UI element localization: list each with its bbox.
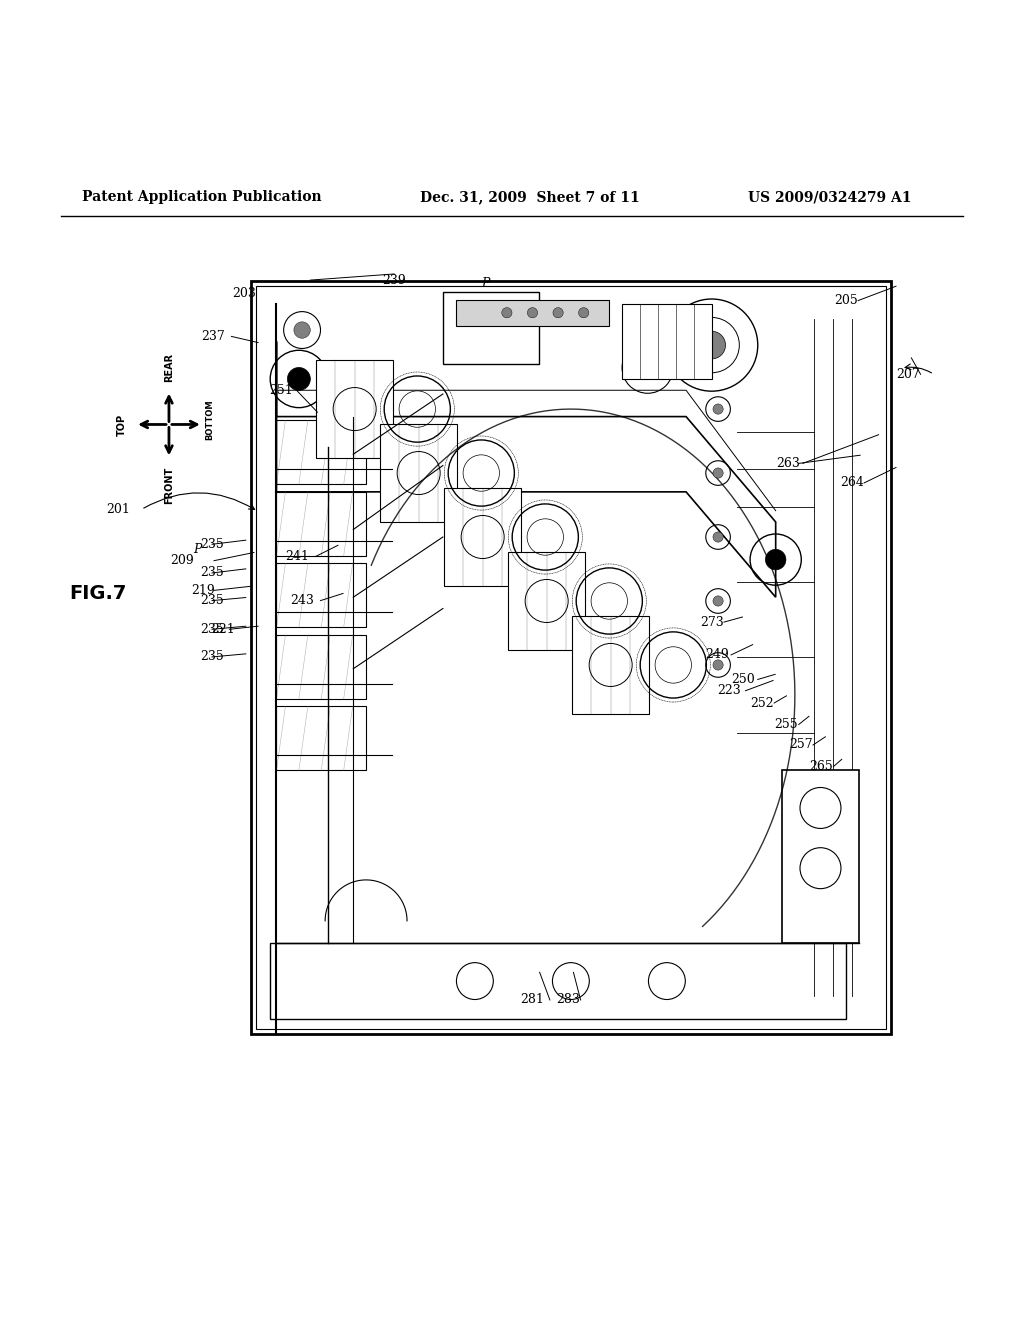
Circle shape: [713, 404, 723, 414]
Text: 207: 207: [896, 368, 921, 380]
Bar: [316, 360, 393, 458]
Text: 209: 209: [170, 554, 195, 568]
Circle shape: [553, 308, 563, 318]
Bar: [276, 420, 367, 484]
Text: 239: 239: [382, 273, 407, 286]
Text: 237: 237: [201, 330, 225, 343]
Circle shape: [765, 549, 786, 570]
Text: 252: 252: [750, 697, 774, 710]
Text: P: P: [481, 277, 489, 289]
Bar: [442, 293, 539, 364]
Bar: [276, 635, 367, 698]
Bar: [456, 300, 609, 326]
Text: 235: 235: [200, 594, 224, 607]
Bar: [270, 944, 846, 1019]
Text: Patent Application Publication: Patent Application Publication: [82, 190, 322, 205]
Circle shape: [713, 595, 723, 606]
Text: 235: 235: [200, 651, 224, 664]
Text: 263: 263: [776, 457, 801, 470]
Bar: [251, 281, 891, 1034]
Text: 281: 281: [520, 994, 545, 1006]
Text: TOP: TOP: [117, 413, 127, 436]
Circle shape: [579, 308, 589, 318]
Text: 203: 203: [231, 286, 256, 300]
Circle shape: [502, 308, 512, 318]
Text: 235: 235: [200, 566, 224, 579]
Text: 221: 221: [211, 623, 236, 636]
Bar: [622, 304, 712, 379]
Text: 223: 223: [717, 684, 741, 697]
Text: 257: 257: [788, 738, 813, 751]
Text: FIG.7: FIG.7: [70, 583, 127, 603]
Text: 241: 241: [285, 550, 309, 564]
Text: 235: 235: [200, 623, 224, 636]
Bar: [508, 552, 585, 649]
Text: 243: 243: [290, 594, 314, 607]
Bar: [276, 492, 367, 556]
Bar: [444, 488, 521, 586]
Circle shape: [713, 660, 723, 671]
Text: 251: 251: [268, 384, 293, 397]
Circle shape: [713, 467, 723, 478]
Text: 235: 235: [200, 537, 224, 550]
Bar: [782, 771, 859, 944]
Text: 264: 264: [840, 477, 864, 490]
Bar: [276, 564, 367, 627]
Text: REAR: REAR: [164, 354, 174, 383]
Text: 283: 283: [556, 994, 581, 1006]
Text: 205: 205: [834, 294, 858, 308]
Bar: [256, 286, 886, 1028]
Text: US 2009/0324279 A1: US 2009/0324279 A1: [748, 190, 911, 205]
Circle shape: [294, 322, 310, 338]
Text: 219: 219: [190, 583, 215, 597]
Text: 255: 255: [774, 718, 799, 731]
Bar: [380, 424, 457, 521]
Text: P: P: [194, 543, 202, 556]
Text: FRONT: FRONT: [164, 466, 174, 504]
Text: 273: 273: [699, 615, 724, 628]
Bar: [572, 616, 649, 714]
Circle shape: [527, 308, 538, 318]
Circle shape: [288, 367, 310, 391]
Text: BOTTOM: BOTTOM: [205, 399, 214, 440]
Circle shape: [698, 331, 725, 359]
Text: Dec. 31, 2009  Sheet 7 of 11: Dec. 31, 2009 Sheet 7 of 11: [420, 190, 640, 205]
Text: 249: 249: [705, 648, 729, 661]
Text: 250: 250: [731, 673, 756, 686]
Circle shape: [713, 532, 723, 543]
Text: 201: 201: [105, 503, 130, 516]
Text: 265: 265: [809, 760, 834, 774]
Bar: [276, 706, 367, 771]
